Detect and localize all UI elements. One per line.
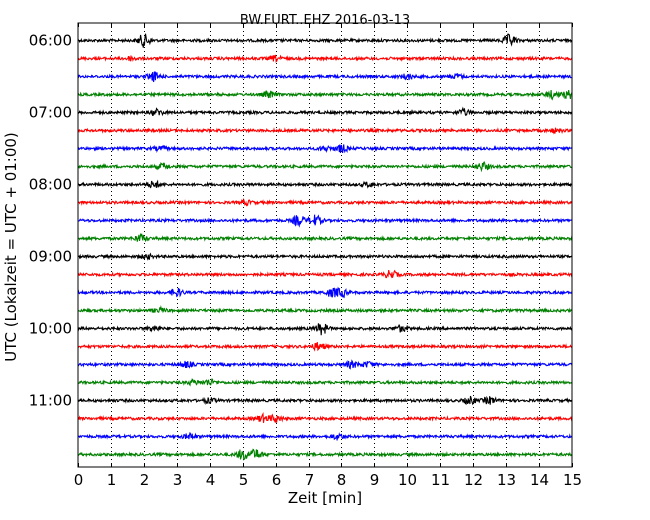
seismic-trace-line (77, 395, 573, 406)
seismic-trace-line (77, 448, 573, 461)
x-axis-label: Zeit [min] (288, 489, 362, 507)
y-tick-label: 08:00 (29, 176, 72, 194)
y-tick-label: 07:00 (29, 104, 72, 122)
x-tick-label: 7 (305, 471, 315, 489)
x-tick-label: 12 (464, 471, 483, 489)
seismic-trace-line (77, 342, 573, 352)
x-tick-label: 0 (74, 471, 84, 489)
x-tick-label: 15 (563, 471, 582, 489)
x-tick-label: 2 (140, 471, 150, 489)
x-tick-label: 9 (370, 471, 380, 489)
seismic-trace-line (77, 431, 573, 441)
seismic-trace-line (77, 359, 573, 370)
seismic-trace-line (77, 54, 573, 63)
seismic-trace-line (77, 269, 573, 279)
seismic-traces (77, 33, 573, 461)
axis-tick-labels: 0 1 2 3 4 5 6 7 8 9 10 11 12 13 14 1506:0007:0008:0009:… (29, 32, 582, 490)
seismic-trace-line (77, 214, 573, 228)
x-tick-label: 8 (337, 471, 347, 489)
x-tick-label: 14 (530, 471, 549, 489)
y-tick-label: 10:00 (29, 320, 72, 338)
x-tick-label: 11 (431, 471, 450, 489)
x-tick-label: 13 (497, 471, 516, 489)
seismic-trace-line (77, 144, 573, 154)
x-tick-label: 1 (107, 471, 117, 489)
seismic-trace-line (77, 378, 573, 387)
seismic-trace-line (77, 89, 573, 101)
x-tick-label: 3 (173, 471, 183, 489)
x-tick-label: 10 (398, 471, 417, 489)
y-axis-label: UTC (Lokalzeit = UTC + 01:00) (2, 132, 20, 362)
y-tick-label: 06:00 (29, 32, 72, 50)
seismic-trace-line (77, 232, 573, 243)
seismic-trace-line (77, 106, 573, 117)
x-tick-label: 5 (239, 471, 249, 489)
x-tick-label: 4 (206, 471, 216, 489)
x-tick-label: 6 (272, 471, 282, 489)
plot-frame (77, 22, 573, 468)
y-tick-label: 09:00 (29, 248, 72, 266)
seismic-trace-line (77, 305, 573, 314)
seismic-trace-line (77, 252, 573, 261)
y-tick-label: 11:00 (29, 392, 72, 410)
seismic-trace-line (77, 411, 573, 424)
axis-ticks (78, 23, 573, 467)
seismic-trace-line (77, 286, 573, 299)
seismic-trace-line (77, 71, 573, 83)
seismic-trace-line (77, 33, 573, 48)
seismic-trace-line (77, 179, 573, 189)
seismic-trace-line (77, 127, 573, 135)
seismic-trace-line (77, 323, 573, 336)
seismic-trace-line (77, 197, 573, 207)
chart-title: BW.FURT..EHZ 2016-03-13 (240, 13, 410, 28)
seismic-trace-line (77, 160, 573, 173)
